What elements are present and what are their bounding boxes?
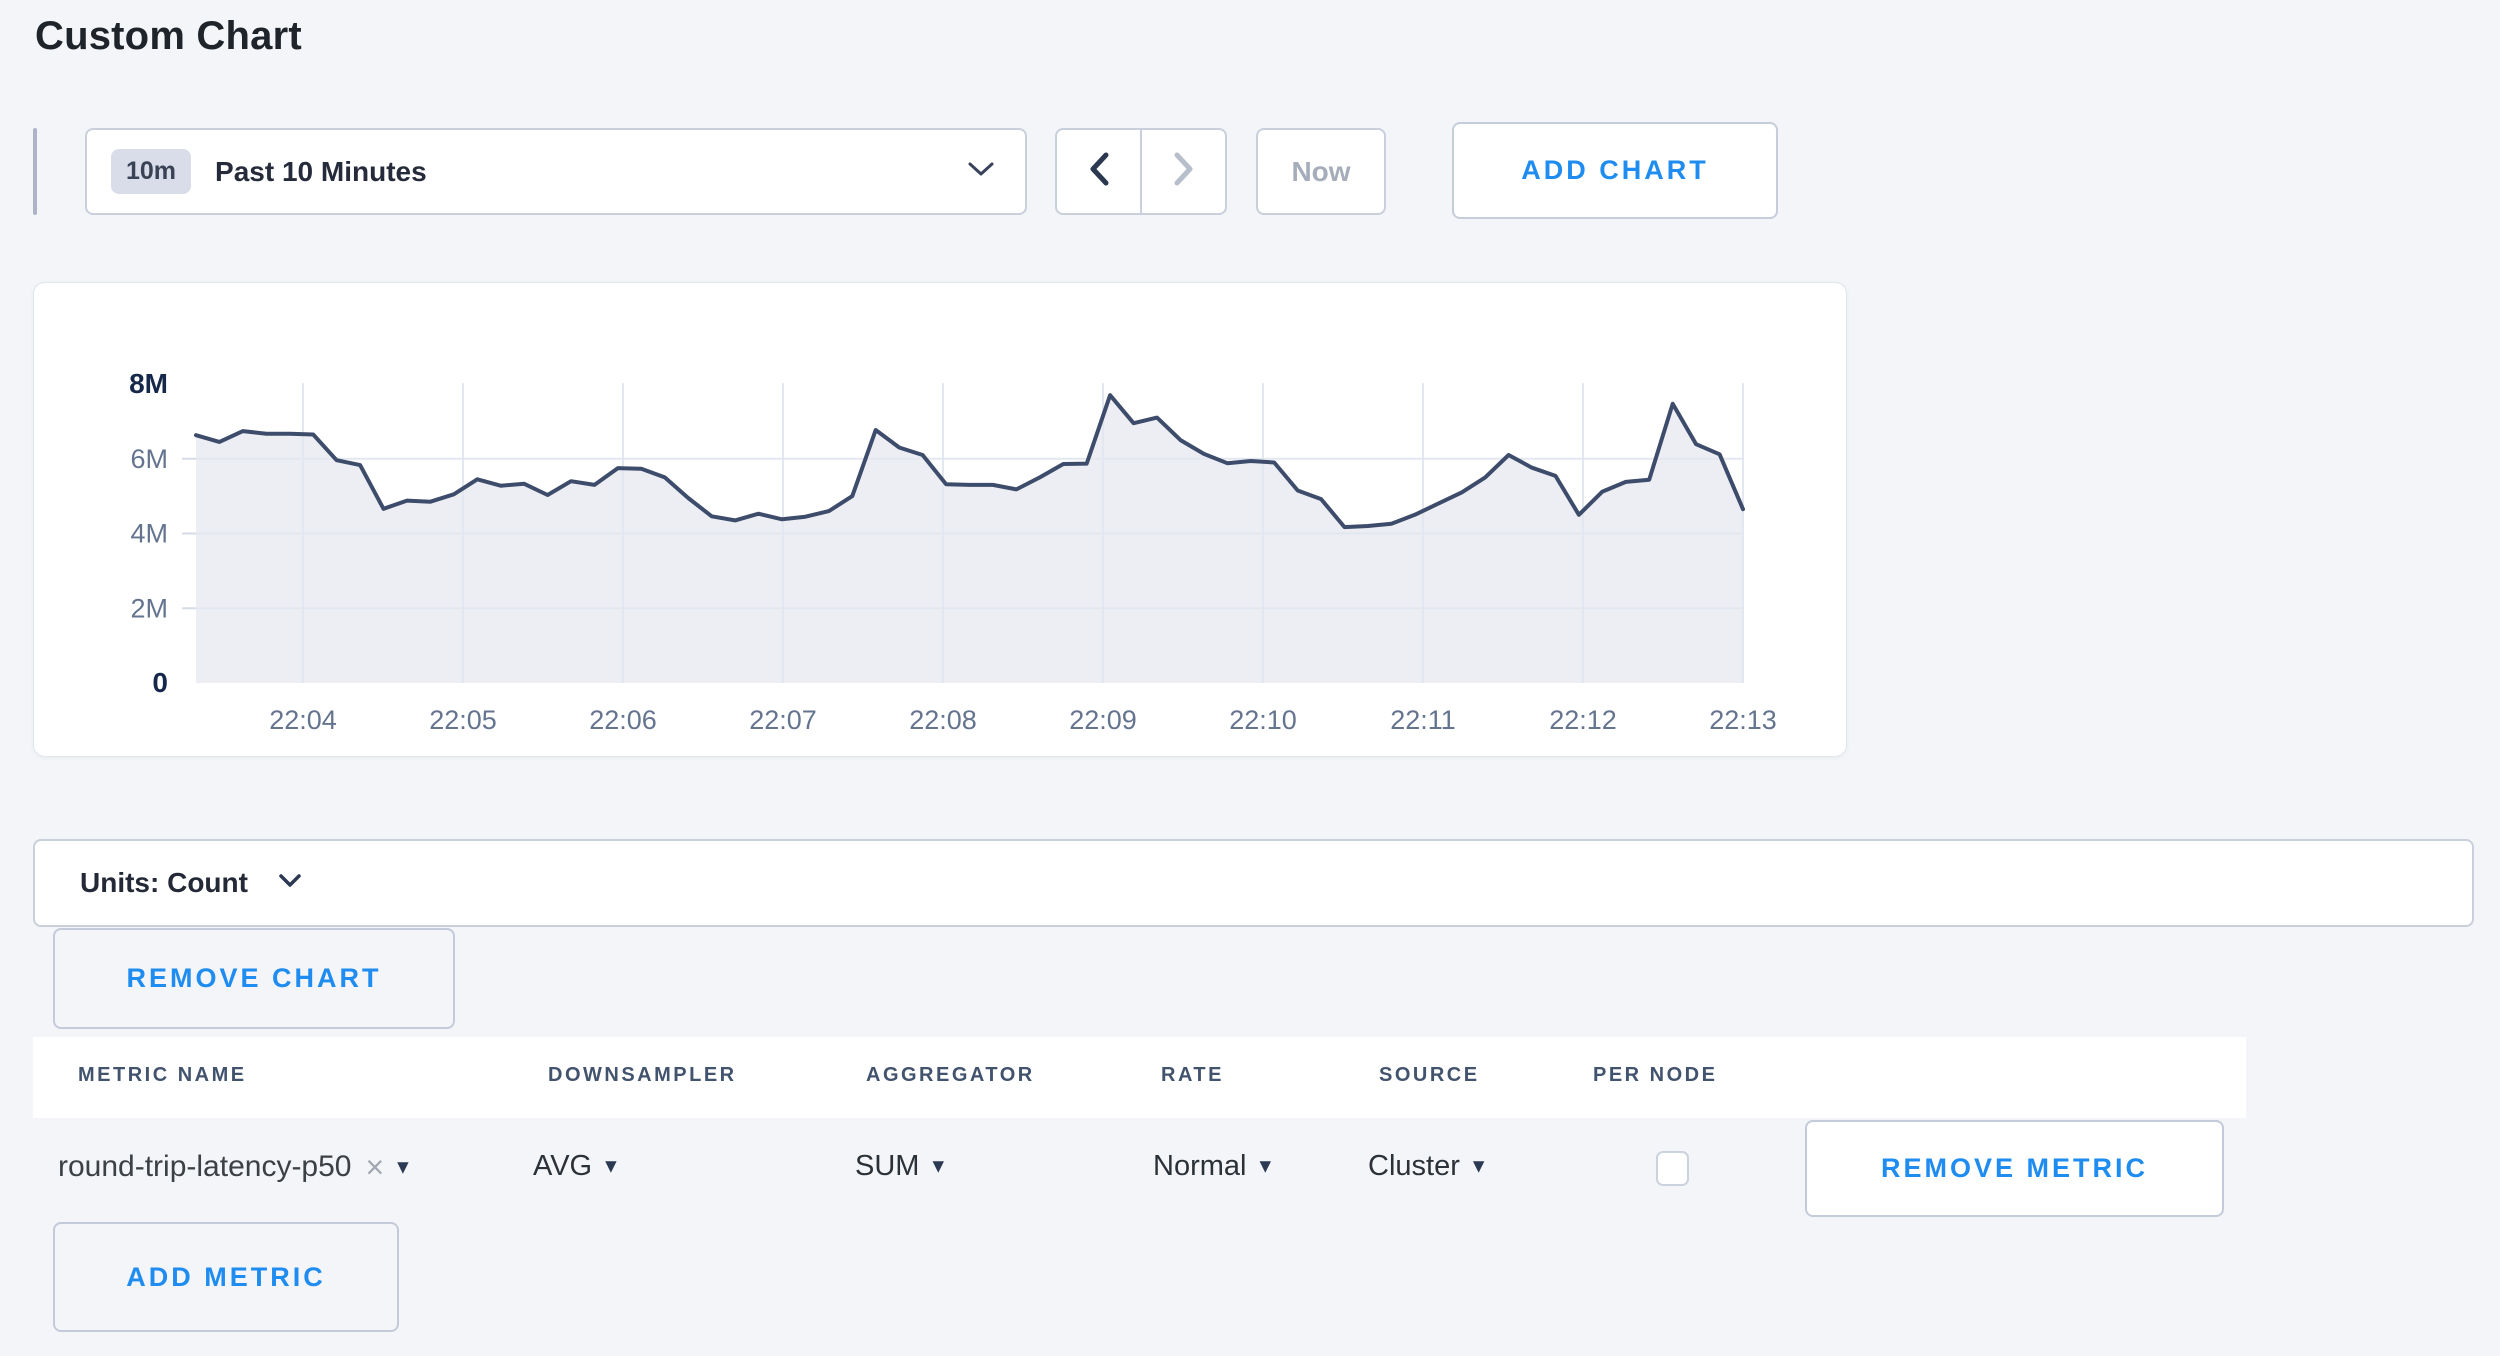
dropdown-arrow-icon: ▾ [605,1153,617,1179]
area-fill [196,395,1743,683]
units-select[interactable]: Units: Count [33,839,2474,927]
x-axis-label: 22:10 [1229,705,1297,735]
time-forward-button[interactable] [1140,130,1225,213]
time-range-select[interactable]: 10m Past 10 Minutes [85,128,1027,215]
aggregator-select[interactable]: SUM ▾ [855,1150,944,1183]
x-axis-label: 22:06 [589,705,657,735]
column-header-rate: RATE [1161,1064,1224,1086]
chevron-down-icon [278,873,302,894]
y-axis-label: 8M [129,368,168,399]
remove-tag-icon[interactable]: × [365,1149,385,1185]
chevron-down-icon [967,160,995,183]
chart-card: 0 2M 4M 6M 8M 22:04 22:05 22:06 22:07 22:08 22:09 2… [33,282,1847,757]
metric-name-select[interactable]: round-trip-latency-p50 × ▾ [58,1150,409,1184]
timerange-accent-bar [33,128,37,215]
column-header-per-node: PER NODE [1593,1064,1718,1086]
add-chart-button[interactable]: ADD CHART [1452,122,1778,219]
source-select[interactable]: Cluster ▾ [1368,1150,1484,1183]
column-header-metric-name: METRIC NAME [78,1064,247,1086]
y-axis-label: 2M [130,593,168,623]
rate-select[interactable]: Normal ▾ [1153,1150,1271,1183]
x-axis-label: 22:05 [429,705,497,735]
page-title: Custom Chart [35,14,302,58]
time-back-button[interactable] [1057,130,1140,213]
units-label: Units: Count [80,867,248,898]
column-header-downsampler: DOWNSAMPLER [548,1064,737,1086]
x-axis-label: 22:13 [1709,705,1777,735]
x-axis-label: 22:09 [1069,705,1137,735]
column-header-aggregator: AGGREGATOR [866,1064,1035,1086]
x-axis-label: 22:08 [909,705,977,735]
y-axis-label: 0 [152,667,168,698]
now-button[interactable]: Now [1256,128,1386,215]
y-axis-label: 6M [130,444,168,474]
downsampler-select[interactable]: AVG ▾ [533,1150,617,1183]
dropdown-arrow-icon: ▾ [1259,1153,1272,1179]
x-axis-label: 22:12 [1549,705,1617,735]
source-value: Cluster [1368,1150,1460,1182]
downsampler-value: AVG [533,1150,593,1182]
dropdown-arrow-icon: ▾ [1472,1153,1485,1179]
chevron-right-icon [1173,152,1195,191]
rate-value: Normal [1153,1150,1247,1182]
x-axis-label: 22:11 [1390,705,1456,735]
time-range-badge: 10m [111,149,192,194]
chevron-left-icon [1088,152,1110,191]
time-nav-group [1055,128,1227,215]
dropdown-arrow-icon: ▾ [932,1153,944,1179]
add-metric-button[interactable]: ADD METRIC [53,1222,399,1332]
series-line [194,393,1745,530]
remove-metric-button[interactable]: REMOVE METRIC [1805,1120,2224,1217]
latency-area-chart[interactable]: 0 2M 4M 6M 8M 22:04 22:05 22:06 22:07 22:08 22:09 2… [34,283,1846,756]
metrics-table-header-band [33,1037,2246,1118]
remove-chart-button[interactable]: REMOVE CHART [53,928,455,1029]
x-axis-label: 22:04 [269,705,337,735]
per-node-checkbox[interactable] [1656,1151,1689,1186]
column-header-source: SOURCE [1379,1064,1480,1086]
y-axis-label: 4M [130,519,168,549]
aggregator-value: SUM [855,1150,920,1182]
dropdown-arrow-icon: ▾ [397,1153,409,1180]
metric-name-value: round-trip-latency-p50 [58,1150,352,1183]
time-range-label: Past 10 Minutes [215,155,427,187]
x-axis-label: 22:07 [749,705,817,735]
